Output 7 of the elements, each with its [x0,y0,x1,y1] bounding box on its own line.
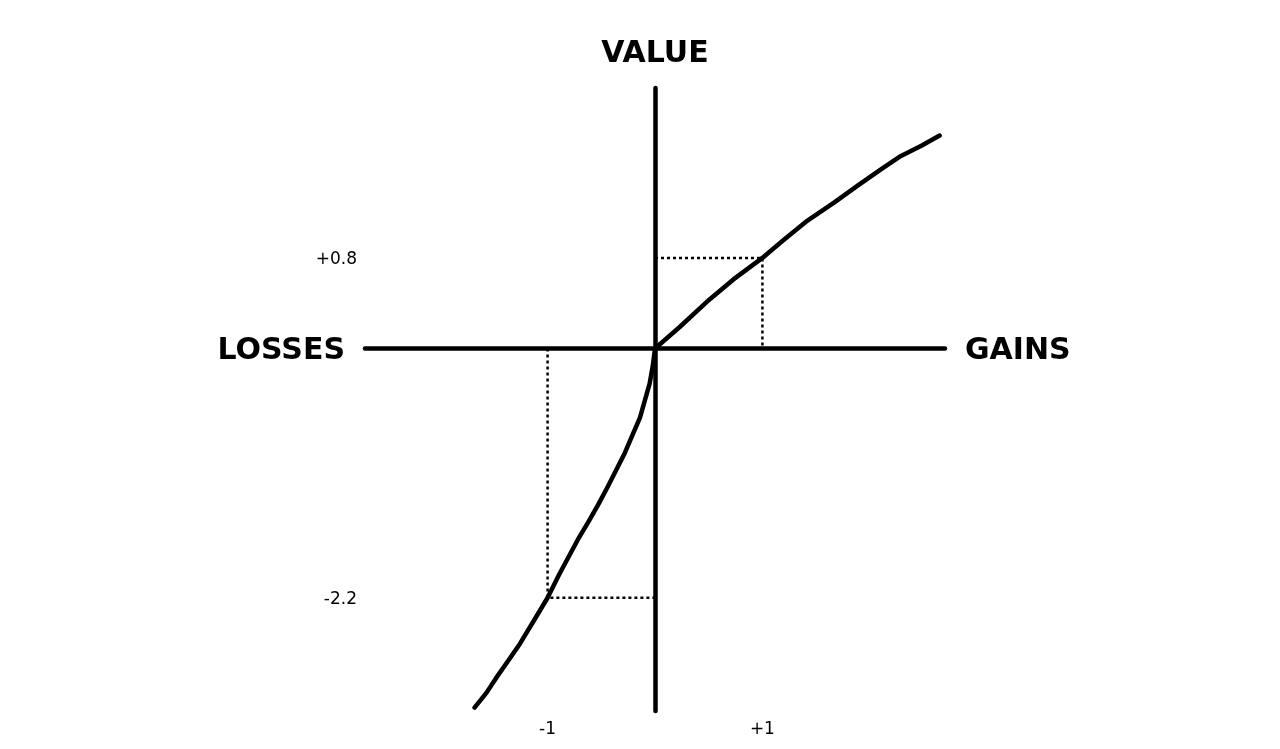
x-tick-label: -1 [539,717,557,738]
x-axis-title: GAINS [965,331,1071,367]
y-tick-label: +0.8 [315,247,357,268]
text: LOSSES [217,331,345,367]
y-axis-title: VALUE [601,33,709,69]
y-tick-label: -2.2 [323,587,357,608]
x-tick-label: +1 [749,717,775,738]
